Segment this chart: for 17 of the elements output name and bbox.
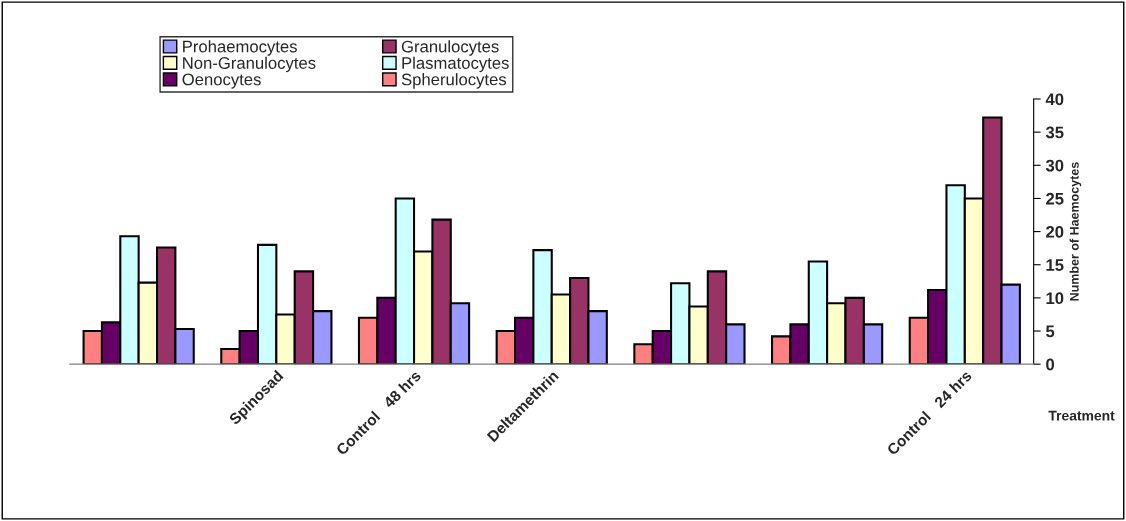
y-tick-label: 30	[1045, 159, 1064, 172]
y-tick-label: 40	[1045, 93, 1064, 106]
y-tick-label: 0	[1046, 358, 1055, 371]
legend-label: Plasmatocytes	[402, 56, 509, 73]
y-axis-title: Number of Haemocytes	[1069, 162, 1082, 301]
legend-label: Oenocytes	[182, 73, 261, 89]
legend-label: Prohaemocytes	[183, 40, 297, 56]
legend-label: Spherulocytes	[401, 73, 507, 89]
y-tick-label: 20	[1046, 225, 1064, 238]
y-tick-label: 15	[1046, 259, 1064, 271]
x-axis-title: Treatment	[1048, 410, 1115, 421]
y-tick-label: 35	[1045, 126, 1064, 139]
legend-label: Granulocytes	[401, 40, 499, 56]
y-tick-label: 5	[1045, 325, 1055, 338]
y-tick-label: 10	[1046, 292, 1064, 305]
y-tick-label: 25	[1046, 192, 1064, 205]
legend-label: Non-Granulocytes	[183, 56, 316, 73]
